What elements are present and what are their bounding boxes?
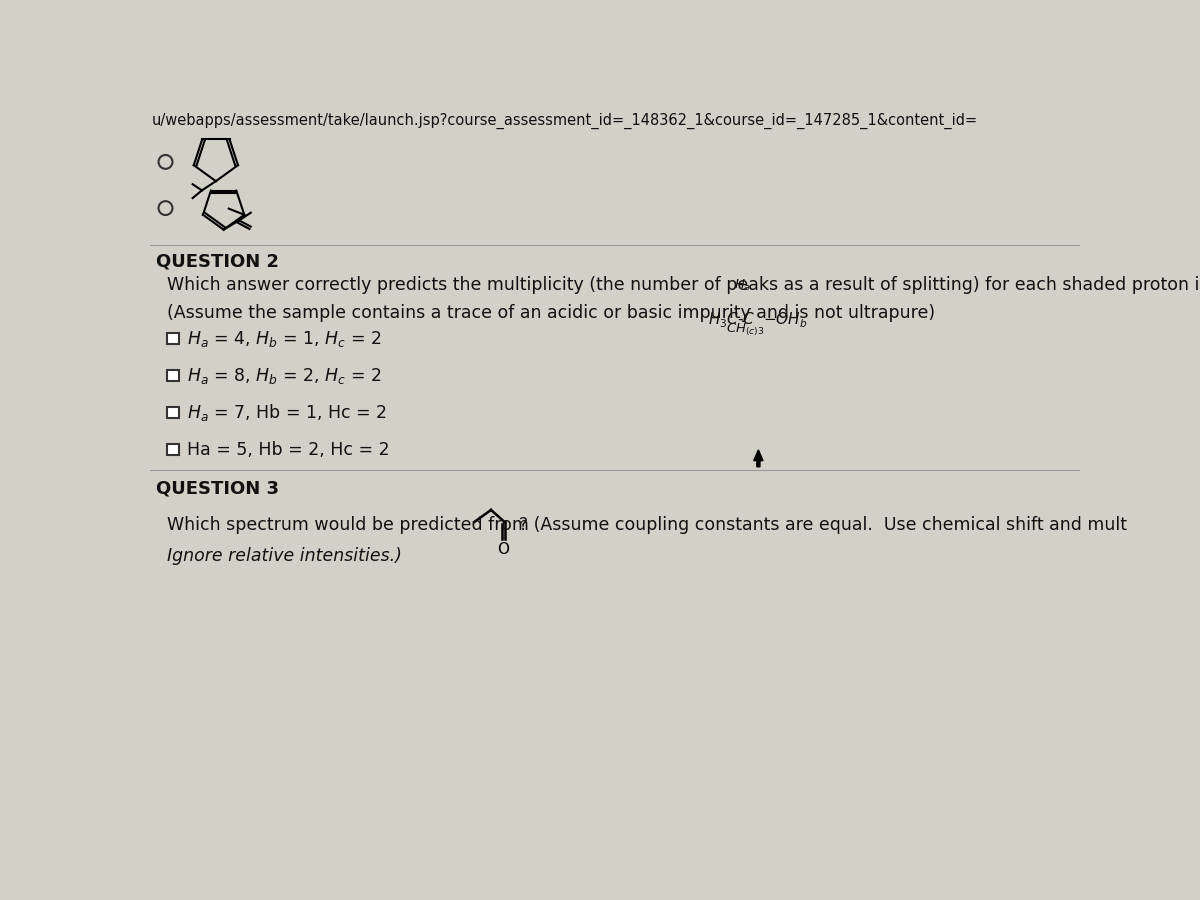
Text: Ignore relative intensities.): Ignore relative intensities.) bbox=[167, 547, 402, 565]
Text: QUESTION 2: QUESTION 2 bbox=[156, 253, 280, 271]
FancyBboxPatch shape bbox=[167, 370, 179, 382]
Text: $CH_{(c)3}$: $CH_{(c)3}$ bbox=[726, 322, 764, 338]
FancyBboxPatch shape bbox=[167, 444, 179, 455]
Text: $H_a$ = 4, $H_b$ = 1, $H_c$ = 2: $H_a$ = 4, $H_b$ = 1, $H_c$ = 2 bbox=[187, 329, 382, 349]
Text: $H_a$: $H_a$ bbox=[734, 278, 751, 293]
Text: Which answer correctly predicts the multiplicity (the number of peaks as a resul: Which answer correctly predicts the mult… bbox=[167, 276, 1200, 294]
Text: O: O bbox=[498, 543, 510, 557]
Text: Which spectrum would be predicted from: Which spectrum would be predicted from bbox=[167, 516, 529, 534]
Text: QUESTION 3: QUESTION 3 bbox=[156, 479, 280, 497]
Text: u/webapps/assessment/take/launch.jsp?course_assessment_id=_148362_1&course_id=_1: u/webapps/assessment/take/launch.jsp?cou… bbox=[151, 112, 978, 129]
Text: $H_a$ = 7, Hb = 1, Hc = 2: $H_a$ = 7, Hb = 1, Hc = 2 bbox=[187, 402, 388, 423]
Text: $H_3C$-$\dot{C}$  $-OH_b$: $H_3C$-$\dot{C}$ $-OH_b$ bbox=[708, 307, 808, 330]
Text: (Assume the sample contains a trace of an acidic or basic impurity and is not ul: (Assume the sample contains a trace of a… bbox=[167, 304, 935, 322]
FancyBboxPatch shape bbox=[167, 407, 179, 418]
FancyBboxPatch shape bbox=[167, 333, 179, 345]
Text: ? (Assume coupling constants are equal.  Use chemical shift and mult: ? (Assume coupling constants are equal. … bbox=[518, 516, 1127, 534]
Polygon shape bbox=[754, 450, 763, 467]
Text: Ha = 5, Hb = 2, Hc = 2: Ha = 5, Hb = 2, Hc = 2 bbox=[187, 441, 390, 459]
Text: $H_a$ = 8, $H_b$ = 2, $H_c$ = 2: $H_a$ = 8, $H_b$ = 2, $H_c$ = 2 bbox=[187, 366, 382, 386]
